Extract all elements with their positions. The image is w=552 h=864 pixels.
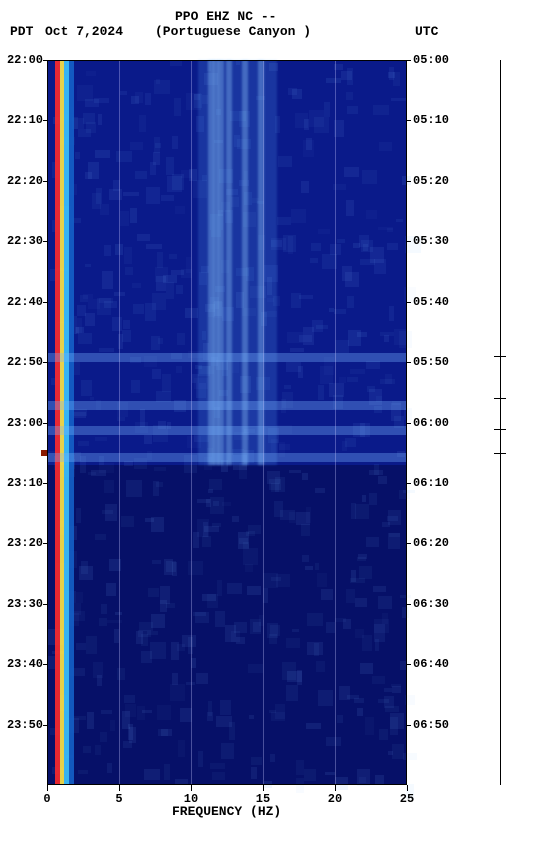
ytick-mark-left — [43, 483, 47, 484]
header-right-tz: UTC — [415, 25, 438, 38]
ytick-right: 06:50 — [413, 719, 449, 731]
ytick-mark-left — [43, 664, 47, 665]
ytick-right: 06:10 — [413, 477, 449, 489]
ytick-mark-right — [407, 604, 411, 605]
spectrogram-plot — [47, 60, 407, 785]
side-axis-tick — [494, 453, 506, 454]
ytick-mark-right — [407, 543, 411, 544]
ytick-right: 06:00 — [413, 417, 449, 429]
ytick-right: 06:20 — [413, 537, 449, 549]
horizontal-event-band — [47, 453, 407, 462]
ytick-mark-left — [43, 60, 47, 61]
ytick-mark-left — [43, 604, 47, 605]
ytick-left: 22:10 — [4, 114, 43, 126]
ytick-mark-right — [407, 60, 411, 61]
xtick-mark — [119, 785, 120, 791]
side-axis-tick — [494, 398, 506, 399]
ytick-left: 22:50 — [4, 356, 43, 368]
xtick-mark — [335, 785, 336, 791]
ytick-right: 05:30 — [413, 235, 449, 247]
gridline-v — [119, 60, 120, 785]
xtick-mark — [407, 785, 408, 791]
ytick-left: 23:50 — [4, 719, 43, 731]
lowfreq-band — [69, 60, 74, 785]
x-axis-label: FREQUENCY (HZ) — [172, 805, 281, 818]
ytick-right: 06:40 — [413, 658, 449, 670]
horizontal-event-band — [47, 353, 407, 362]
ytick-mark-right — [407, 725, 411, 726]
ytick-mark-left — [43, 362, 47, 363]
xtick-mark — [263, 785, 264, 791]
ytick-right: 05:20 — [413, 175, 449, 187]
header-station: PPO EHZ NC -- — [175, 10, 276, 23]
ytick-mark-right — [407, 423, 411, 424]
ytick-right: 05:50 — [413, 356, 449, 368]
xtick-mark — [47, 785, 48, 791]
ytick-mark-right — [407, 362, 411, 363]
gridline-v — [263, 60, 264, 785]
xtick-label: 0 — [43, 793, 50, 805]
ytick-right: 05:00 — [413, 54, 449, 66]
ytick-left: 22:40 — [4, 296, 43, 308]
ytick-left: 22:00 — [4, 54, 43, 66]
ytick-mark-right — [407, 302, 411, 303]
ytick-mark-left — [43, 725, 47, 726]
header-left-tz: PDT — [10, 25, 33, 38]
xtick-label: 20 — [328, 793, 342, 805]
event-marker — [41, 450, 47, 456]
header-date: Oct 7,2024 — [45, 25, 123, 38]
side-axis-tick — [494, 356, 506, 357]
side-axis — [500, 60, 501, 785]
ytick-mark-left — [43, 423, 47, 424]
lowfreq-band — [64, 60, 68, 785]
ytick-left: 22:20 — [4, 175, 43, 187]
ytick-left: 23:00 — [4, 417, 43, 429]
ytick-left: 22:30 — [4, 235, 43, 247]
ytick-left: 23:10 — [4, 477, 43, 489]
ytick-mark-left — [43, 241, 47, 242]
gridline-v — [335, 60, 336, 785]
ytick-mark-left — [43, 120, 47, 121]
ytick-right: 05:40 — [413, 296, 449, 308]
header-location: (Portuguese Canyon ) — [155, 25, 311, 38]
ytick-left: 23:20 — [4, 537, 43, 549]
ytick-mark-left — [43, 543, 47, 544]
xtick-mark — [191, 785, 192, 791]
ytick-right: 06:30 — [413, 598, 449, 610]
ytick-left: 23:30 — [4, 598, 43, 610]
gridline-v — [191, 60, 192, 785]
xtick-label: 5 — [115, 793, 122, 805]
ytick-left: 23:40 — [4, 658, 43, 670]
side-axis-tick — [494, 429, 506, 430]
xtick-label: 25 — [400, 793, 414, 805]
ytick-right: 05:10 — [413, 114, 449, 126]
ytick-mark-right — [407, 241, 411, 242]
ytick-mark-right — [407, 483, 411, 484]
horizontal-event-band — [47, 401, 407, 410]
ytick-mark-right — [407, 120, 411, 121]
ytick-mark-left — [43, 302, 47, 303]
ytick-mark-right — [407, 181, 411, 182]
ytick-mark-right — [407, 664, 411, 665]
ytick-mark-left — [43, 181, 47, 182]
horizontal-event-band — [47, 426, 407, 435]
